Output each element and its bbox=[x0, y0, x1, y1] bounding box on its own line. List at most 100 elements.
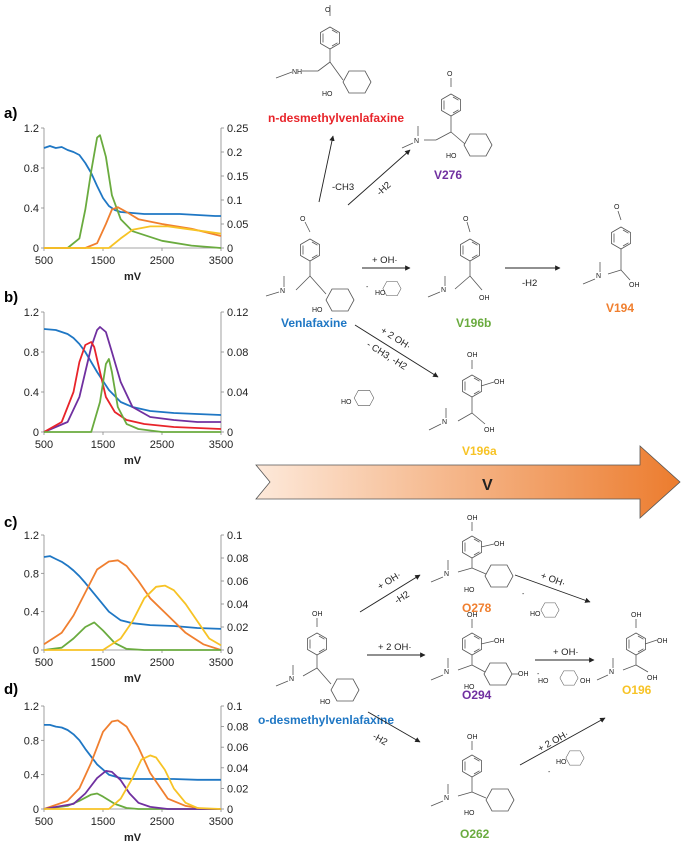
y-tick-label: 1.2 bbox=[24, 530, 39, 542]
atom-oh: OH bbox=[518, 671, 529, 678]
x-axis-title: mV bbox=[124, 271, 142, 283]
x-tick-label: 1500 bbox=[91, 439, 115, 451]
arrow-to-o278 bbox=[359, 574, 421, 613]
molecule-o278: OH OH N HO O278 bbox=[430, 515, 514, 615]
x-tick-label: 3500 bbox=[209, 439, 233, 451]
y2-tick-label: 0.06 bbox=[227, 742, 248, 754]
y2-tick-label: 0.08 bbox=[227, 553, 248, 565]
atom-oh: OH bbox=[629, 282, 640, 289]
x-tick-label: 3500 bbox=[209, 255, 233, 267]
y-tick-label: 0 bbox=[33, 804, 39, 816]
y-tick-label: 0.8 bbox=[24, 347, 39, 359]
series-line-yellow bbox=[44, 584, 222, 651]
y2-tick-label: 0.06 bbox=[227, 576, 248, 588]
reaction-oh-v196b: + OH· bbox=[372, 255, 398, 266]
atom-ho: HO bbox=[530, 611, 541, 618]
reaction-ch3: -CH3 bbox=[332, 182, 354, 193]
series-line-blue bbox=[43, 555, 222, 630]
atom-ho: HO bbox=[464, 684, 475, 691]
label-o196: O196 bbox=[622, 683, 652, 697]
y2-tick-label: 0.25 bbox=[227, 123, 248, 135]
series-line-purple bbox=[43, 770, 221, 810]
atom-o: O bbox=[447, 71, 453, 78]
chart-panel-2: b) 0 0.4 0.8 1.2 0 0.04 0.08 0.12 500 1500 2500 3500… bbox=[4, 289, 248, 467]
atom-oh: OH bbox=[467, 734, 478, 741]
atom-oh: OH bbox=[479, 295, 490, 302]
series-line-yellow bbox=[44, 225, 222, 249]
y2-tick-label: 0 bbox=[227, 243, 233, 255]
atom-oh: OH bbox=[494, 541, 505, 548]
y2-tick-label: 0.1 bbox=[227, 195, 242, 207]
x-tick-label: 1500 bbox=[91, 816, 115, 828]
atom-oh: OH bbox=[494, 379, 505, 386]
reaction-2oh-o294: + 2 OH· bbox=[378, 642, 412, 653]
atom-n: N bbox=[280, 288, 285, 295]
series-line-red bbox=[43, 341, 222, 433]
x-tick-label: 1500 bbox=[91, 255, 115, 267]
y2-tick-label: 0 bbox=[227, 804, 233, 816]
y2-tick-label: 0.04 bbox=[227, 763, 248, 775]
reaction-oh-o278: + OH· bbox=[376, 570, 404, 593]
x-tick-label: 500 bbox=[35, 439, 53, 451]
x-tick-label: 1500 bbox=[91, 657, 115, 669]
molecule-o-desmethylvenlafaxine: OH N HO o-desmethylvenlafaxine bbox=[258, 611, 394, 727]
charts-group: a) 0 0.4 0.8 1.2 0 0.05 0.1 0.15 0.2 0.25 500 1500 25… bbox=[4, 105, 248, 844]
series-line-green bbox=[44, 358, 221, 433]
y2-tick-label: 0.1 bbox=[227, 701, 242, 713]
x-tick-label: 2500 bbox=[150, 816, 174, 828]
label-o278: O278 bbox=[462, 601, 492, 615]
arrow-to-v196a bbox=[354, 324, 439, 378]
y-tick-label: 0.8 bbox=[24, 735, 39, 747]
series-line-green bbox=[43, 621, 221, 651]
atom-ho: HO bbox=[312, 307, 323, 314]
molecule-v276: O N HO V276 bbox=[401, 71, 493, 182]
series-line-purple bbox=[43, 326, 221, 433]
atom-oh: OH bbox=[467, 612, 478, 619]
label-v276: V276 bbox=[434, 168, 462, 182]
molecule-v196b: O N OH V196b bbox=[427, 216, 491, 330]
y-tick-label: 0.4 bbox=[24, 607, 39, 619]
atom-o: O bbox=[325, 7, 331, 14]
series-line-orange bbox=[43, 559, 222, 651]
x-tick-label: 3500 bbox=[209, 816, 233, 828]
label-venlafaxine: Venlafaxine bbox=[281, 316, 347, 330]
y-tick-label: 0.4 bbox=[24, 387, 39, 399]
x-tick-label: 500 bbox=[35, 657, 53, 669]
reaction-2oh-o196-c: + 2 OH· bbox=[536, 729, 571, 755]
atom-nh: NH bbox=[292, 69, 302, 76]
big-arrow-label: V bbox=[482, 477, 493, 494]
atom-oh: OH bbox=[467, 352, 478, 359]
x-axis-title: mV bbox=[124, 832, 142, 844]
label-o294: O294 bbox=[462, 688, 492, 702]
reaction-oh-o196-a: + OH· bbox=[539, 570, 567, 589]
atom-ho: HO bbox=[464, 810, 475, 817]
panel-label: c) bbox=[4, 514, 17, 531]
series-line-blue bbox=[44, 724, 221, 781]
atom-n: N bbox=[442, 419, 447, 426]
y2-tick-label: 0.1 bbox=[227, 530, 242, 542]
x-tick-label: 2500 bbox=[150, 439, 174, 451]
y-tick-label: 1.2 bbox=[24, 307, 39, 319]
series-line-green bbox=[44, 134, 222, 249]
panel-label: a) bbox=[4, 105, 17, 122]
series-line-blue bbox=[43, 145, 221, 217]
series-line-orange bbox=[43, 719, 221, 810]
x-tick-label: 3500 bbox=[209, 657, 233, 669]
y2-tick-label: 0.08 bbox=[227, 722, 248, 734]
y2-tick-label: 0.05 bbox=[227, 219, 248, 231]
atom-ho: HO bbox=[464, 587, 475, 594]
series-line-orange bbox=[44, 206, 222, 249]
arrow-to-o262 bbox=[367, 711, 421, 743]
reaction-h2-o262: -H2 bbox=[371, 731, 390, 748]
reaction-h2-v194: -H2 bbox=[522, 278, 537, 289]
venlafaxine-scheme: O NH HO n-desmethylvenlafaxine O N H bbox=[265, 5, 640, 458]
x-tick-label: 2500 bbox=[150, 657, 174, 669]
y2-tick-label: 0 bbox=[227, 645, 233, 657]
panel-label: b) bbox=[4, 289, 18, 306]
atom-ho: HO bbox=[556, 759, 567, 766]
y2-tick-label: 0.04 bbox=[227, 599, 248, 611]
y-tick-label: 1.2 bbox=[24, 123, 39, 135]
x-tick-label: 500 bbox=[35, 255, 53, 267]
molecule-venlafaxine: O N HO Venlafaxine bbox=[265, 216, 355, 330]
